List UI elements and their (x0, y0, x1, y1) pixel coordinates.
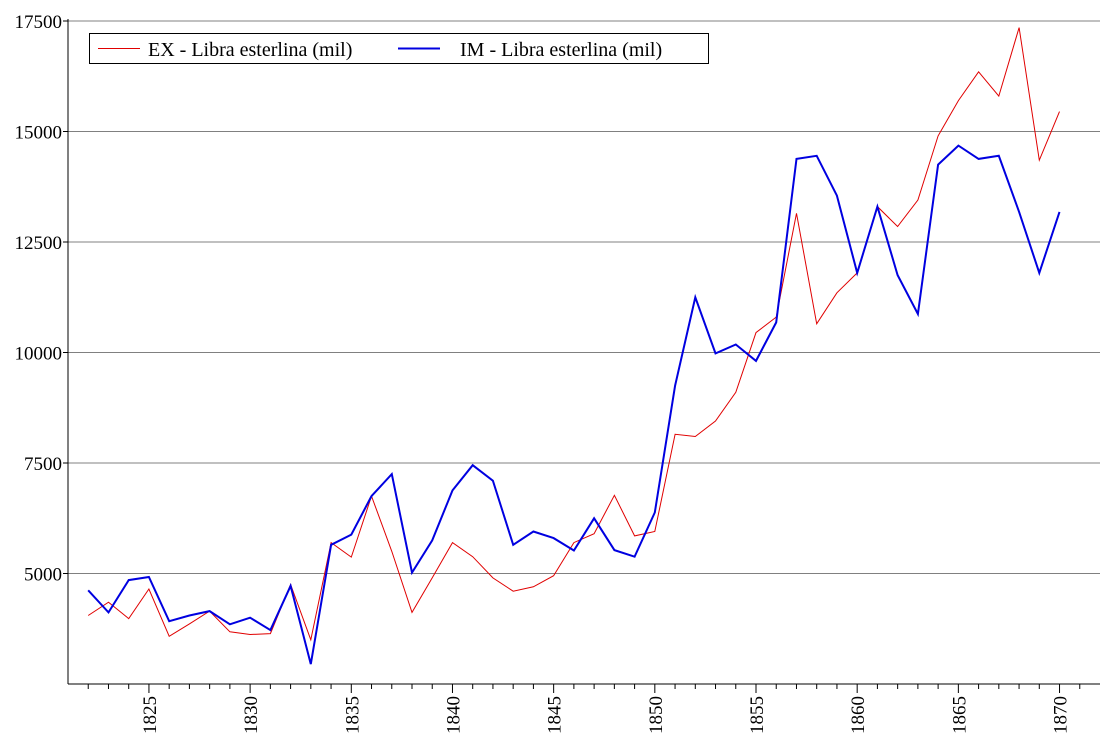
y-tick-label: 7500 (24, 454, 62, 475)
legend-label-ex: EX - Libra esterlina (mil) (148, 39, 352, 61)
series-lines (87, 27, 1061, 665)
x-tick-label: 1850 (646, 696, 667, 734)
x-tick-label: 1825 (140, 696, 161, 734)
x-tick-label: 1855 (747, 696, 768, 734)
y-tick-label: 10000 (15, 344, 63, 365)
x-tick-label: 1860 (848, 696, 869, 734)
series-line-im (87, 144, 1061, 665)
x-tick-label: 1845 (545, 696, 566, 734)
x-tick-label: 1835 (342, 696, 363, 734)
y-tick-label: 12500 (15, 233, 63, 254)
x-tick-label: 1865 (949, 696, 970, 734)
y-tick-label: 5000 (24, 565, 62, 586)
legend-label-im: IM - Libra esterlina (mil) (460, 39, 662, 61)
x-tick-label: 1870 (1051, 696, 1072, 734)
y-tick-label: 15000 (15, 123, 63, 144)
x-tick-label: 1840 (443, 696, 464, 734)
series-line-ex (87, 27, 1060, 642)
legend: EX - Libra esterlina (mil) IM - Libra est… (89, 33, 709, 64)
gridlines (68, 20, 1100, 574)
axes: 5000 7500 10000 12500 15000 17500 1825 1830 1835… (15, 12, 1100, 734)
x-tick-label: 1830 (241, 696, 262, 734)
y-tick-label: 17500 (15, 12, 63, 33)
